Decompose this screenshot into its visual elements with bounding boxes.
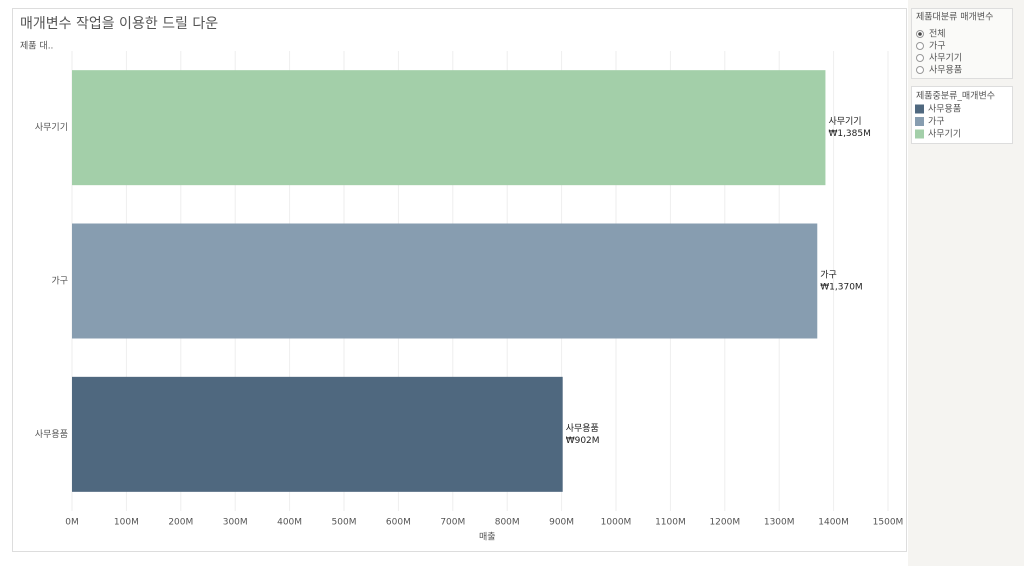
- y-tick-label: 사무기기: [35, 122, 68, 133]
- x-tick-label: 1300M: [764, 518, 795, 528]
- data-label: ₩1,385M: [828, 129, 870, 139]
- x-tick-label: 100M: [114, 518, 139, 528]
- data-label: ₩1,370M: [820, 283, 862, 293]
- parameter-box: [911, 8, 1013, 79]
- x-tick-label: 500M: [332, 518, 357, 528]
- x-tick-label: 300M: [223, 518, 248, 528]
- x-tick-label: 700M: [440, 518, 465, 528]
- x-tick-label: 1000M: [601, 518, 632, 528]
- radio-button[interactable]: [916, 66, 924, 74]
- side-panel: [908, 0, 1024, 566]
- bar[interactable]: [72, 223, 818, 339]
- legend-swatch: [915, 129, 924, 139]
- data-label: ₩902M: [566, 436, 600, 446]
- x-tick-label: 1100M: [655, 518, 686, 528]
- parameter-title: 제품대분류 매개변수: [916, 12, 993, 23]
- legend-swatch: [915, 117, 924, 126]
- x-tick-label: 400M: [277, 518, 302, 528]
- x-tick-label: 900M: [549, 518, 574, 528]
- radio-label[interactable]: 사무용품: [929, 65, 962, 76]
- y-tick-label: 가구: [51, 276, 68, 287]
- x-tick-label: 1400M: [818, 518, 849, 528]
- x-tick-label: 800M: [495, 518, 520, 528]
- radio-dot: [918, 32, 922, 36]
- x-tick-label: 600M: [386, 518, 411, 528]
- legend-title: 제품중분류_매개변수: [916, 91, 995, 102]
- data-label-category: 가구: [820, 270, 837, 281]
- x-tick-label: 0M: [65, 518, 79, 528]
- x-axis-title: 매출: [479, 532, 496, 543]
- legend-label: 가구: [928, 116, 945, 127]
- legend-swatch: [915, 104, 924, 114]
- x-tick-label: 1200M: [709, 518, 740, 528]
- bar[interactable]: [72, 70, 826, 186]
- y-axis-title: 제품 대..: [20, 41, 53, 52]
- bar[interactable]: [72, 376, 563, 492]
- y-tick-label: 사무용품: [35, 429, 68, 440]
- radio-label[interactable]: 가구: [929, 41, 946, 52]
- data-label-category: 사무용품: [566, 423, 599, 434]
- legend-label: 사무용품: [928, 104, 961, 115]
- legend-label: 사무기기: [928, 129, 961, 140]
- data-label-category: 사무기기: [828, 116, 861, 127]
- chart-title: 매개변수 작업을 이용한 드릴 다운: [20, 16, 218, 32]
- radio-label[interactable]: 전체: [929, 29, 946, 40]
- radio-button[interactable]: [916, 54, 924, 62]
- x-tick-label: 200M: [168, 518, 193, 528]
- legend-box: [911, 86, 1013, 144]
- x-tick-label: 1500M: [873, 518, 904, 528]
- radio-label[interactable]: 사무기기: [929, 53, 962, 64]
- radio-button[interactable]: [916, 42, 924, 50]
